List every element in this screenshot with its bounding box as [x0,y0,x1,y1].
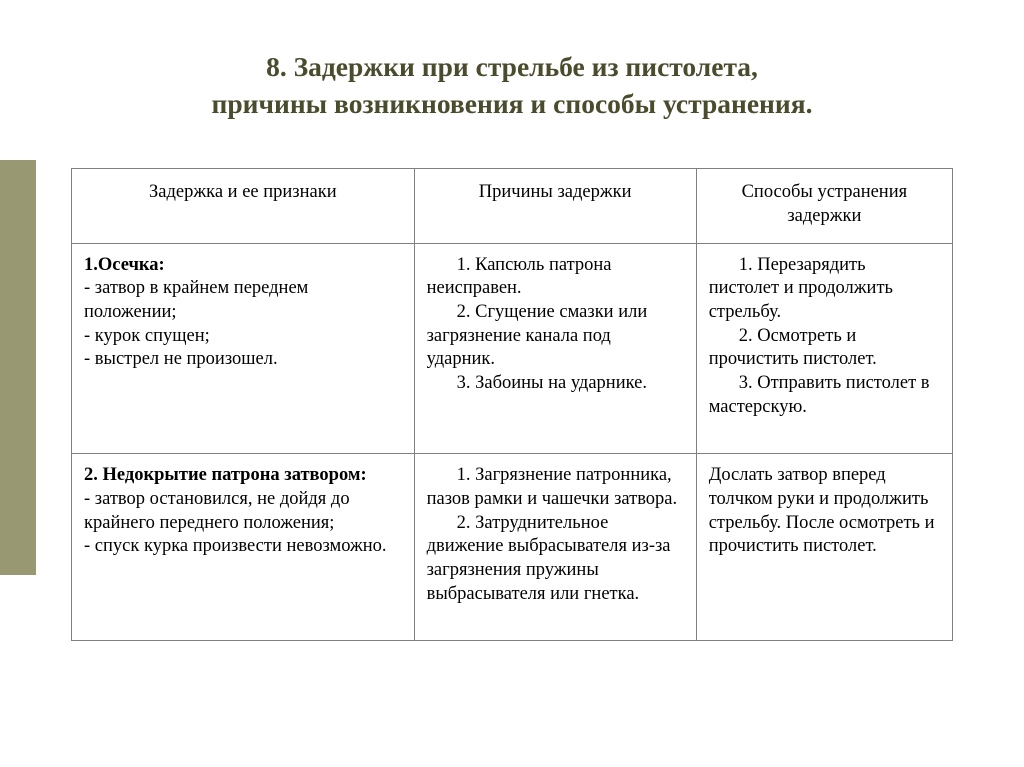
cell-line: 3. Отправить пистолет в мастерскую. [709,372,940,419]
cell-r1-c1: 1.Осечка: - затвор в крайнем переднем по… [72,243,415,454]
table-row: 1.Осечка: - затвор в крайнем переднем по… [72,243,953,454]
cell-line: 2. Затруднительное движение выбрасывател… [427,512,684,607]
title-line-2: причины возникновения и способы устранен… [212,88,813,119]
slide-content: 8. Задержки при стрельбе из пистолета, п… [0,0,1024,767]
cell-line: - выстрел не произошел. [84,348,402,372]
row-title: 1.Осечка: [84,254,402,278]
cell-line: Дослать затвор вперед толчком руки и про… [709,464,940,559]
th-causes: Причины задержки [414,169,696,243]
cell-line: - курок спущен; [84,325,402,349]
cell-r2-c3: Дослать затвор вперед толчком руки и про… [696,454,952,641]
cell-line: 3. Забоины на ударнике. [427,372,684,396]
row-title: 2. Недокрытие патрона затвором: [84,464,402,488]
cell-r1-c2: 1. Капсюль патрона неисправен. 2. Сгущен… [414,243,696,454]
title-line-1: 8. Задержки при стрельбе из пистолета, [266,51,758,82]
cell-r1-c3: 1. Перезарядить пистолет и продолжить ст… [696,243,952,454]
table-header-row: Задержка и ее признаки Причины задержки … [72,169,953,243]
th-delay-signs: Задержка и ее признаки [72,169,415,243]
table-row: 2. Недокрытие патрона затвором: - затвор… [72,454,953,641]
cell-line: 2. Осмотреть и прочистить пистолет. [709,325,940,372]
th-remedies: Способы устранения задержки [696,169,952,243]
delays-table: Задержка и ее признаки Причины задержки … [71,168,953,641]
cell-r2-c2: 1. Загрязнение патронника, пазов рамки и… [414,454,696,641]
cell-line: - затвор остановился, не дойдя до крайне… [84,488,402,535]
cell-line: 1. Перезарядить пистолет и продолжить ст… [709,254,940,325]
cell-line: - спуск курка произвести невозможно. [84,535,402,559]
page-title: 8. Задержки при стрельбе из пистолета, п… [71,48,953,122]
cell-r2-c1: 2. Недокрытие патрона затвором: - затвор… [72,454,415,641]
cell-line: 1. Загрязнение патронника, пазов рамки и… [427,464,684,511]
cell-line: 2. Сгущение смазки или загрязнение канал… [427,301,684,372]
cell-line: - затвор в крайнем переднем положении; [84,277,402,324]
cell-line: 1. Капсюль патрона неисправен. [427,254,684,301]
